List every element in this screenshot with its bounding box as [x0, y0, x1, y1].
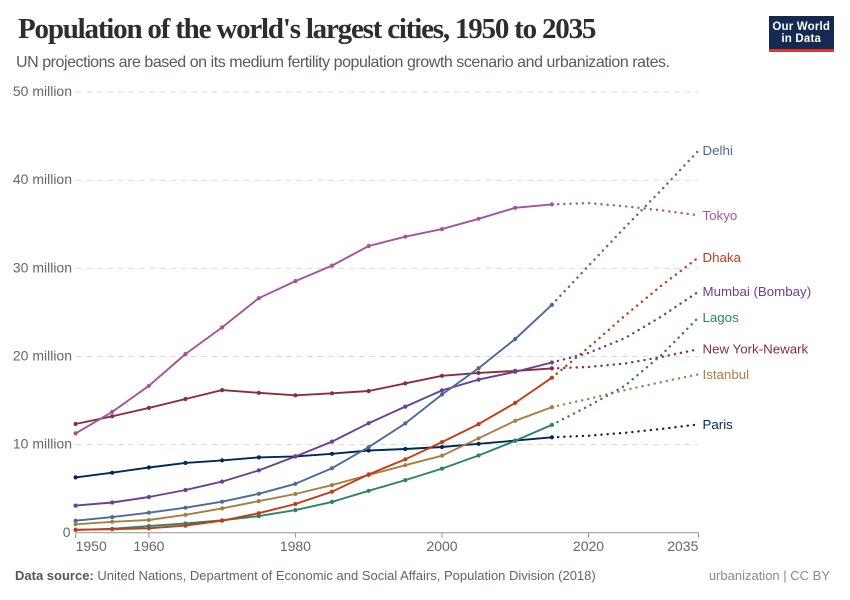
svg-text:1980: 1980 — [280, 538, 311, 554]
svg-text:1950: 1950 — [76, 538, 107, 554]
svg-text:Paris: Paris — [703, 417, 734, 432]
svg-text:Lagos: Lagos — [703, 310, 740, 325]
svg-text:Istanbul: Istanbul — [703, 367, 750, 382]
svg-text:Dhaka: Dhaka — [703, 250, 742, 265]
svg-text:40 million: 40 million — [13, 171, 72, 187]
svg-text:2000: 2000 — [426, 538, 457, 554]
svg-text:20 million: 20 million — [13, 348, 72, 364]
svg-text:30 million: 30 million — [13, 259, 72, 275]
svg-text:Delhi: Delhi — [703, 143, 733, 158]
svg-text:2035: 2035 — [667, 538, 698, 554]
svg-text:10 million: 10 million — [13, 436, 72, 452]
svg-text:50 million: 50 million — [13, 83, 72, 99]
svg-text:New York-Newark: New York-Newark — [703, 342, 809, 357]
svg-text:0: 0 — [63, 524, 71, 540]
svg-text:2020: 2020 — [573, 538, 604, 554]
svg-text:1960: 1960 — [133, 538, 164, 554]
svg-text:Tokyo: Tokyo — [703, 208, 738, 223]
svg-text:Mumbai (Bombay): Mumbai (Bombay) — [703, 284, 812, 299]
